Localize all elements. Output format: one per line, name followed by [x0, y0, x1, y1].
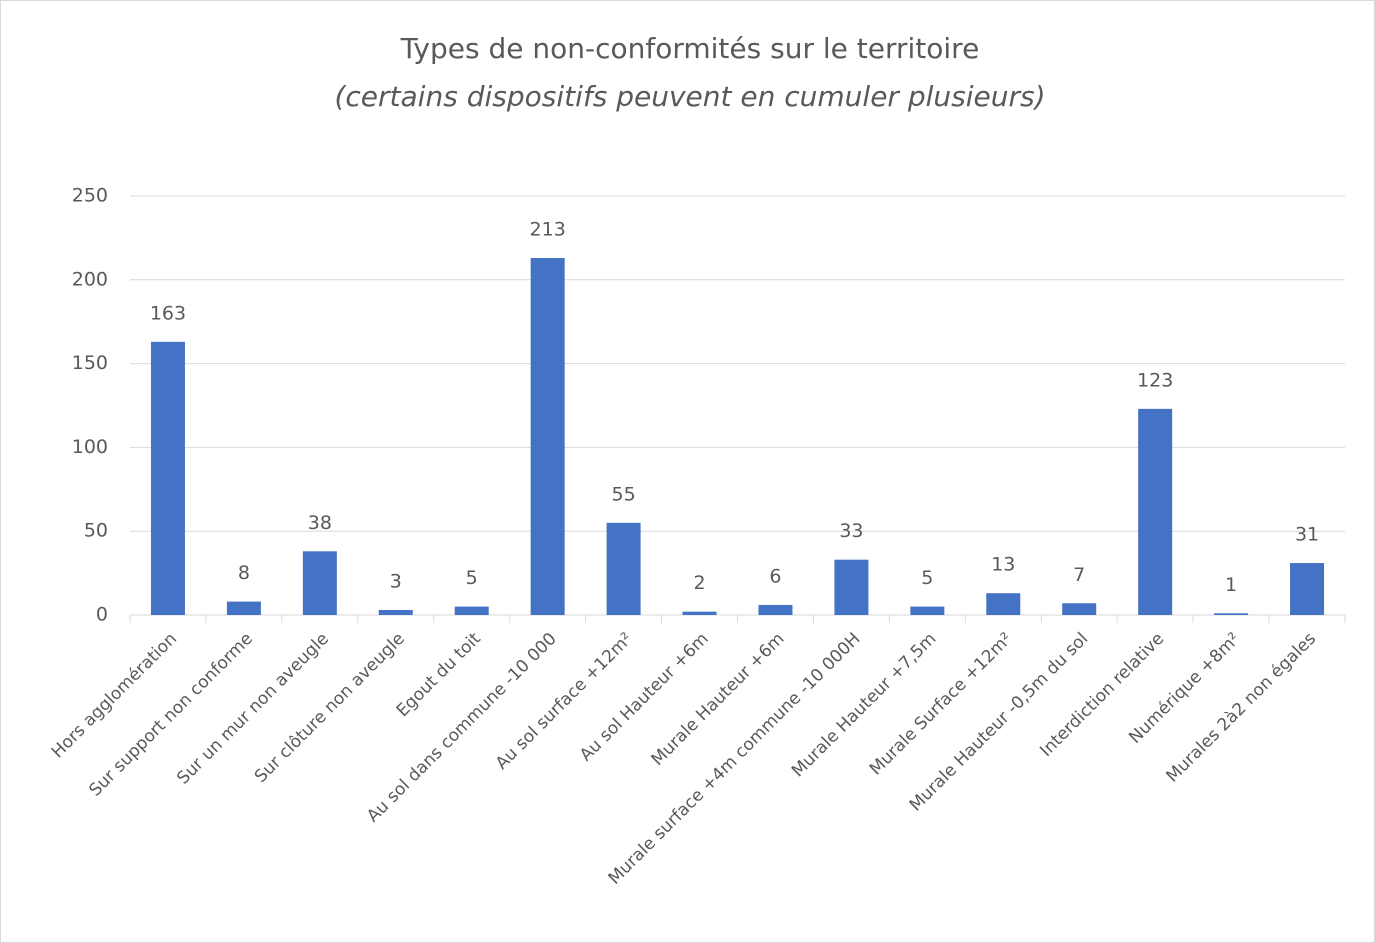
- data-label: 213: [530, 219, 566, 241]
- data-label: 123: [1137, 369, 1173, 391]
- data-label: 1: [1225, 574, 1237, 596]
- y-tick-label: 250: [72, 185, 108, 207]
- bar: [302, 551, 337, 615]
- bar: [758, 604, 793, 615]
- chart-subtitle: (certains dispositifs peuvent en cumuler…: [334, 80, 1045, 113]
- chart-title: Types de non-conformités sur le territoi…: [400, 32, 980, 65]
- bar: [530, 258, 565, 615]
- data-label: 8: [238, 562, 250, 584]
- bar: [834, 559, 869, 615]
- data-label: 31: [1295, 524, 1319, 546]
- data-label: 5: [466, 567, 478, 589]
- bar: [606, 522, 641, 615]
- data-label: 6: [769, 565, 781, 587]
- bar: [1214, 613, 1249, 615]
- y-tick-label: 50: [84, 520, 108, 542]
- bar: [986, 593, 1021, 615]
- data-label: 163: [150, 302, 186, 324]
- y-tick-label: 100: [72, 436, 108, 458]
- data-label: 33: [839, 520, 863, 542]
- bar: [910, 606, 945, 615]
- y-tick-label: 150: [72, 352, 108, 374]
- bar: [682, 611, 717, 615]
- bar: [150, 341, 185, 615]
- bar: [226, 601, 261, 615]
- data-label: 7: [1073, 564, 1085, 586]
- data-label: 5: [921, 567, 933, 589]
- bar: [378, 609, 413, 615]
- data-label: 2: [693, 572, 705, 594]
- data-label: 55: [612, 483, 636, 505]
- y-tick-label: 0: [96, 604, 108, 626]
- bar: [454, 606, 489, 615]
- data-label: 3: [390, 570, 402, 592]
- bar: [1138, 408, 1173, 615]
- y-tick-label: 200: [72, 268, 108, 290]
- data-label: 38: [308, 512, 332, 534]
- data-label: 13: [991, 554, 1015, 576]
- bar: [1062, 603, 1097, 615]
- bar: [1290, 563, 1325, 615]
